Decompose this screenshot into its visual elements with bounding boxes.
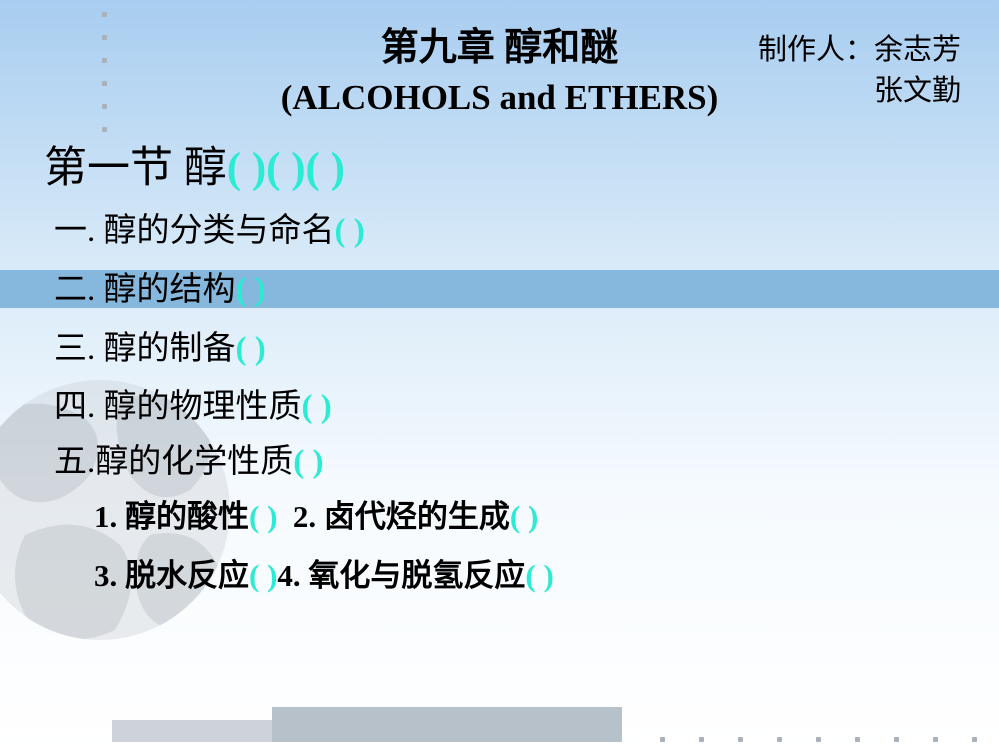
section-heading: 第一节 醇( )( )( ) [44,140,954,198]
section-label: 第一节 醇 [44,145,227,192]
author-2: 张文勤 [758,71,961,112]
author-1: 余志芳 [874,34,961,66]
outline-item-2: 二. 醇的结构( ) [54,261,954,320]
right-bullet-row [660,737,977,742]
author-label: 制作人： [758,34,874,66]
outline-item-1: 一. 醇的分类与命名( ) [54,202,954,261]
bottom-bar-dark [272,707,622,742]
content: 第一节 醇( )( )( ) 一. 醇的分类与命名( ) 二. 醇的结构( ) … [44,140,954,606]
authors: 制作人：余志芳 张文勤 [758,30,961,111]
slide: 第九章 醇和醚 (ALCOHOLS and ETHERS) 制作人：余志芳 张文… [0,0,999,750]
outline-item-5: 五.醇的化学性质( ) [54,437,954,488]
section-parens: ( )( )( ) [227,145,345,192]
outline-item-3: 三. 醇的制备( ) [54,320,954,379]
sub-row-2: 3. 脱水反应( )4. 氧化与脱氢反应( ) [94,547,954,606]
sub-row-1: 1. 醇的酸性( ) 2. 卤代烃的生成( ) [94,488,954,547]
outline-item-4: 四. 醇的物理性质( ) [54,378,954,437]
